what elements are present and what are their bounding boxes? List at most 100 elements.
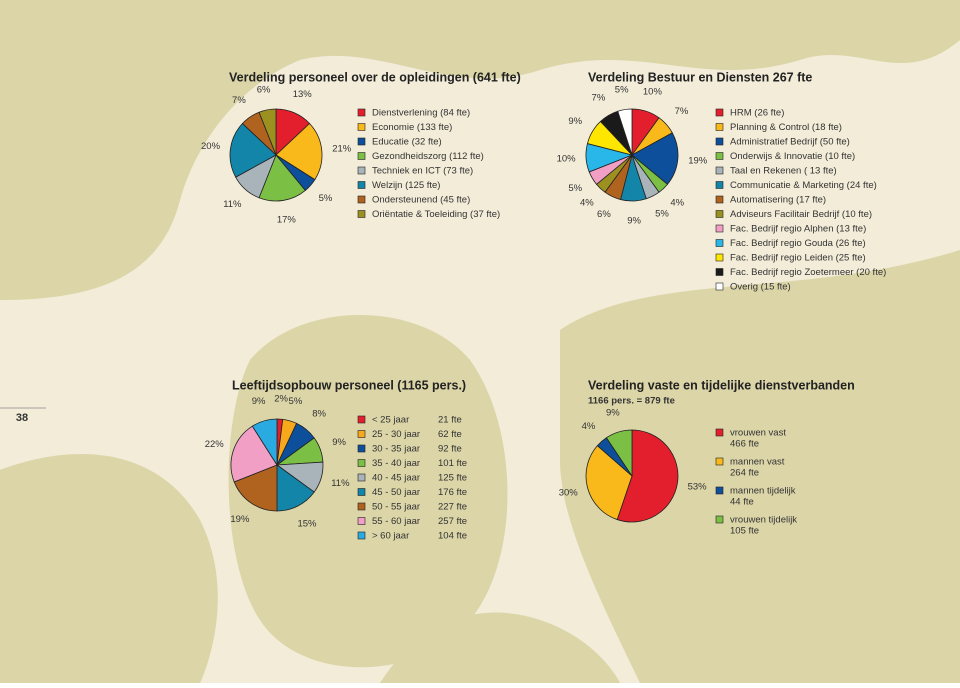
legend-label: Fac. Bedrijf regio Leiden (25 fte)	[730, 253, 866, 264]
legend-label: Welzijn (125 fte)	[372, 180, 440, 191]
legend-label: > 60 jaar	[372, 531, 409, 542]
legend-fte: 176 fte	[438, 487, 467, 498]
pie-slice	[230, 425, 278, 483]
pie-slice	[251, 418, 278, 467]
slice-label: 4%	[670, 198, 684, 209]
pie-slice	[585, 445, 633, 521]
legend-fte: 92 fte	[438, 444, 462, 455]
slice-label: 4%	[582, 421, 596, 432]
legend-swatch	[715, 181, 724, 189]
legend-label: Fac. Bedrijf regio Gouda (26 fte)	[730, 238, 866, 249]
legend-swatch	[715, 195, 724, 204]
slice-label: 9%	[627, 215, 641, 226]
slice-label: 15%	[297, 518, 317, 529]
legend-label: Dienstverlening (84 fte)	[372, 108, 470, 119]
legend-fte: 101 fte	[438, 458, 467, 469]
legend-fte: 104 fte	[438, 531, 467, 542]
slice-label: 5%	[568, 183, 582, 194]
legend-label: 30 - 35 jaar	[372, 444, 420, 455]
slice-label: 7%	[592, 93, 606, 104]
slice-label: 19%	[688, 156, 708, 167]
legend-label: Fac. Bedrijf regio Zoetermeer (20 fte)	[730, 267, 886, 278]
legend-label: Communicatie & Marketing (24 fte)	[730, 180, 877, 191]
legend-label: HRM (26 fte)	[730, 108, 784, 119]
blob	[0, 0, 960, 300]
slice-label: 5%	[319, 193, 333, 204]
slice-label: 5%	[615, 84, 629, 95]
slice-label: 19%	[230, 514, 250, 525]
legend-fte: 466 fte	[730, 439, 759, 450]
legend-swatch	[715, 268, 724, 276]
slice-label: 7%	[232, 95, 246, 106]
legend-swatch	[715, 224, 724, 233]
slice-label: 9%	[606, 407, 620, 418]
legend-swatch	[715, 239, 724, 247]
slice-label: 13%	[293, 89, 313, 100]
legend-fte: 257 fte	[438, 516, 467, 527]
legend-label: Ondersteunend (45 fte)	[372, 195, 470, 206]
legend-swatch	[715, 166, 724, 175]
legend-swatch	[357, 123, 366, 131]
legend-swatch	[357, 181, 366, 189]
slice-label: 2%	[274, 394, 288, 405]
slice-label: 4%	[580, 198, 594, 209]
legend-swatch	[357, 137, 366, 146]
pie-slice	[631, 132, 679, 185]
legend-label: Onderwijs & Innovatie (10 fte)	[730, 151, 855, 162]
legend-label: 45 - 50 jaar	[372, 487, 420, 498]
legend-swatch	[715, 137, 724, 146]
blob	[0, 454, 218, 683]
pie-slice	[258, 108, 277, 156]
legend-label: Techniek en ICT (73 fte)	[372, 166, 473, 177]
chart-title: Verdeling personeel over de opleidingen …	[229, 70, 521, 84]
legend-label: Educatie (32 fte)	[372, 137, 442, 148]
legend-label: mannen tijdelijk	[730, 486, 796, 497]
legend-label: Adviseurs Facilitair Bedrijf (10 fte)	[730, 209, 872, 220]
slice-label: 5%	[289, 396, 303, 407]
legend-swatch	[715, 253, 724, 262]
legend-label: Economie (133 fte)	[372, 122, 452, 133]
legend-swatch	[357, 430, 366, 438]
legend-label: 25 - 30 jaar	[372, 429, 420, 440]
slice-label: 9%	[252, 396, 266, 407]
legend-swatch	[715, 123, 724, 131]
legend-fte: 264 fte	[730, 468, 759, 479]
legend-swatch	[357, 459, 366, 467]
chart-subtitle: 1166 pers. = 879 fte	[588, 396, 675, 407]
slice-label: 11%	[331, 478, 350, 489]
legend-swatch	[357, 210, 366, 218]
chart-title: Leeftijdsopbouw personeel (1165 pers.)	[232, 378, 466, 392]
legend-swatch	[715, 428, 724, 437]
legend-swatch	[715, 457, 724, 466]
legend-label: vrouwen vast	[730, 428, 786, 439]
legend-label: Automatisering (17 fte)	[730, 195, 826, 206]
legend-swatch	[357, 473, 366, 482]
pie-slice	[229, 122, 277, 178]
slice-label: 5%	[655, 208, 669, 219]
slice-label: 20%	[201, 141, 221, 152]
legend-label: mannen vast	[730, 457, 785, 468]
pie-slice	[617, 108, 633, 156]
legend-label: Oriëntatie & Toeleiding (37 fte)	[372, 209, 500, 220]
pie-slice	[233, 464, 278, 512]
slice-label: 6%	[597, 209, 611, 220]
slice-label: 30%	[559, 488, 579, 499]
blob	[228, 315, 508, 668]
legend-swatch	[715, 210, 724, 218]
legend-fte: 62 fte	[438, 429, 462, 440]
legend-fte: 105 fte	[730, 526, 759, 537]
slice-label: 6%	[257, 85, 271, 96]
blob	[380, 612, 620, 683]
legend-label: 40 - 45 jaar	[372, 473, 420, 484]
legend-label: Administratief Bedrijf (50 fte)	[730, 137, 850, 148]
legend-label: 55 - 60 jaar	[372, 516, 420, 527]
legend-label: Fac. Bedrijf regio Alphen (13 fte)	[730, 224, 866, 235]
legend-label: Gezondheidszorg (112 fte)	[372, 151, 484, 162]
legend-label: 50 - 55 jaar	[372, 502, 420, 513]
legend-swatch	[357, 415, 366, 424]
slice-label: 10%	[557, 154, 577, 165]
legend-fte: 44 fte	[730, 497, 754, 508]
legend-swatch	[715, 515, 724, 524]
